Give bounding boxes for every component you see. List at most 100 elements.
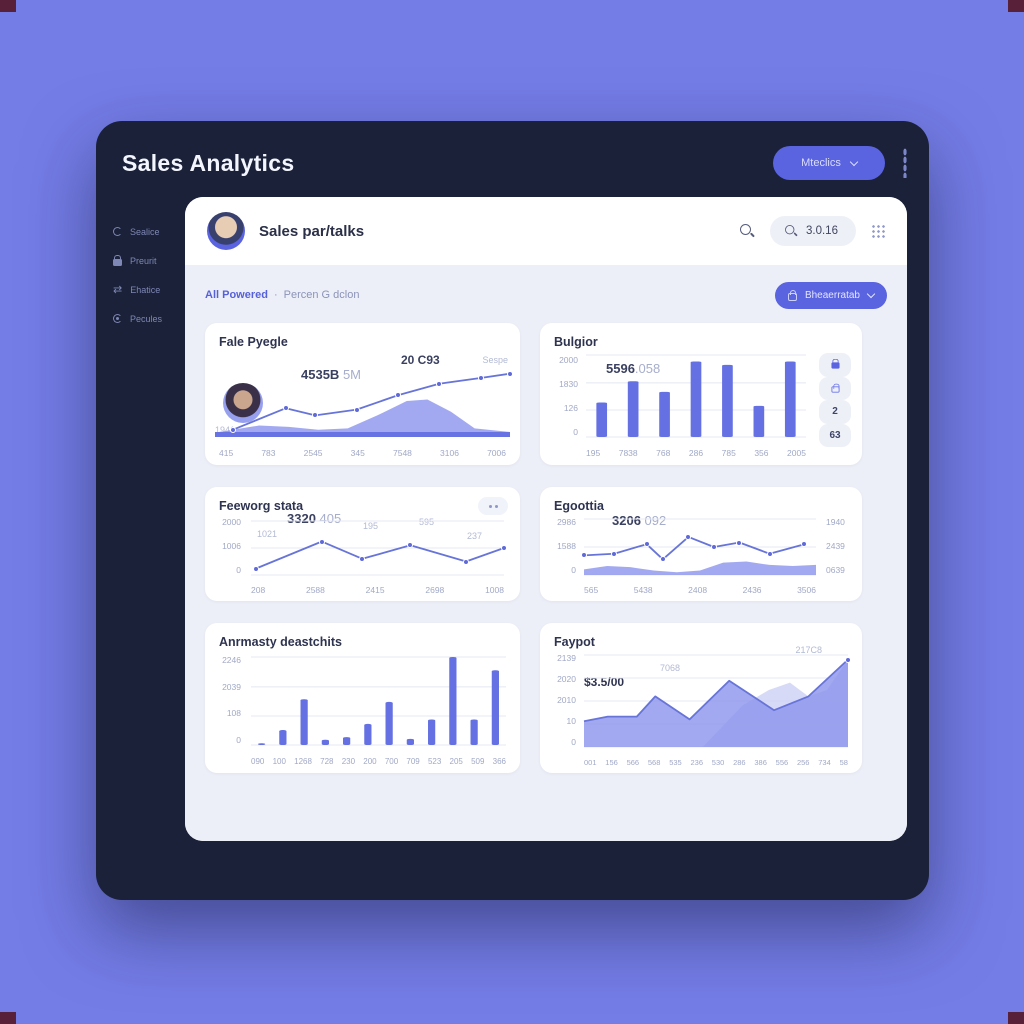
y-axis-labels-right: 1940 2439 0639 [826,517,845,575]
x-axis-labels: 565 5438 2408 2436 3506 [584,585,816,595]
point-label: 237 [466,531,482,541]
data-point-marker [229,426,236,433]
card-side-actions: 2 63 [818,353,852,447]
annotation-light: 7068 [660,663,681,673]
card-actions-pill[interactable] [478,497,508,515]
panel-header: Sales par/talks 3.0.16 [185,197,907,265]
bag-icon [787,289,797,301]
x-axis-labels: 001 156 566 568 535 236 530 286 386 556 256 734 58 [584,758,848,767]
x-axis-labels: 195 7838 768 286 785 356 2005 [586,448,806,458]
sidebar-item-sealice[interactable]: Sealice [113,217,185,246]
metrics-dropdown-label: Mteclics [801,157,841,169]
card-faypot[interactable]: Faypot 2139 2020 2010 10 0 $3.5/00 7068 217C… [540,623,862,773]
filter-dropdown-button[interactable]: Bheaerratab [774,281,887,309]
x-axis-labels: 090 100 1268 728 230 200 700 709 523 205 509 366 [251,757,506,766]
data-point-marker [801,541,808,548]
filter-primary-link[interactable]: All Powered [205,289,268,301]
data-point-marker [710,544,717,550]
dashboard-content: All Powered · Percen G dclon Bheaerratab… [185,265,907,841]
metric-value: 3206 092 [612,513,667,528]
data-point-marker [394,392,401,399]
line-chart [251,521,507,575]
sidebar-item-label: Pecules [130,313,163,324]
count-pill[interactable]: 2 [819,400,851,424]
window-header: Sales Analytics Mteclics [122,143,907,183]
metric-value: 5596.058 [606,361,661,376]
card-title: Faypot [554,635,595,649]
card-title: Anrmasty deastchits [219,635,342,649]
area-chart [584,655,851,747]
kebab-menu-icon[interactable] [903,148,907,178]
card-anrmasty-deastchits[interactable]: Anrmasty deastchits 2246 2039 108 0 090 100 1… [205,623,520,773]
search-icon [784,224,798,238]
data-point-marker [253,565,260,572]
app-window: Sales Analytics Mteclics Sealice Preurit… [96,121,929,900]
metrics-dropdown-button[interactable]: Mteclics [773,146,885,180]
data-point-marker [359,555,366,562]
data-point-marker [282,405,289,412]
corner-artifact [1008,1012,1024,1024]
point-label: 1021 [257,529,278,539]
card-title: Egoottia [554,499,604,513]
data-point-marker [477,374,484,381]
refresh-icon [113,227,122,236]
sidebar: Sealice Preurit ⇄ Ehatice Pecules [96,217,185,333]
swap-arrows-icon: ⇄ [113,283,123,296]
filter-separator: · [273,289,278,301]
data-point-marker [436,380,443,387]
sidebar-item-label: Sealice [130,226,160,237]
metric-value: 4535B 5M [301,367,361,382]
card-bulgior[interactable]: Bulgior 2000 1830 126 0 5596.058 195 7838 768… [540,323,862,465]
x-axis-labels: 415 783 2545 345 7548 3106 7006 [219,448,506,458]
metric-value: 3320 405 [287,511,342,526]
data-point-marker [736,539,743,546]
search-icon[interactable] [739,223,755,239]
filter-bar: All Powered · Percen G dclon Bheaerratab [205,281,887,309]
sidebar-item-pecules[interactable]: Pecules [113,304,185,333]
user-avatar[interactable] [207,212,245,250]
lock-outline-pill[interactable] [819,376,851,400]
cards-grid: Fale Pyegle 4535B 5M 20 C93 Sespe 1941 4… [205,323,887,773]
annotation-light: 217C8 [795,645,822,655]
data-point-marker [318,538,325,545]
filter-dropdown-label: Bheaerratab [804,289,860,301]
apps-grid-icon[interactable] [871,224,885,238]
data-point-marker [581,552,587,559]
line-area-chart [581,519,816,575]
card-egoottia[interactable]: Egoottia 2986 1588 0 1940 2439 0639 3206 092… [540,487,862,601]
main-panel: Sales par/talks 3.0.16 All Powered · Per… [185,197,907,841]
y-axis-labels: 2139 2020 2010 10 0 [557,653,576,747]
data-point-marker [463,558,470,565]
search-input[interactable]: 3.0.16 [770,216,856,246]
data-point-marker [845,656,851,663]
line-area-chart [215,365,513,437]
corner-artifact [1008,0,1024,12]
filter-secondary-link[interactable]: Percen G dclon [283,289,360,301]
y-axis-label: 1941 [215,425,236,435]
chevron-down-icon [866,289,876,298]
loader-icon [113,314,122,323]
sidebar-item-ehatice[interactable]: ⇄ Ehatice [113,275,185,304]
card-fale-pyegle[interactable]: Fale Pyegle 4535B 5M 20 C93 Sespe 1941 4… [205,323,520,465]
bar-chart [586,355,806,437]
bar-chart [251,657,506,745]
count-pill[interactable]: 63 [819,423,851,447]
corner-artifact [0,0,16,12]
y-axis-labels: 2000 1006 0 [222,517,241,575]
panel-title: Sales par/talks [259,222,365,240]
y-axis-labels: 2246 2039 108 0 [222,655,241,745]
card-title: Bulgior [554,335,598,349]
lock-outline-icon [830,383,840,393]
data-point-marker [766,550,773,557]
sidebar-item-label: Preurit [130,255,157,266]
card-feeworg-stata[interactable]: Feeworg stata 2000 1006 0 3320 405 1021 19… [205,487,520,601]
lock-filled-pill[interactable] [819,353,851,377]
sidebar-item-preurit[interactable]: Preurit [113,246,185,275]
data-point-marker [501,545,507,551]
point-label: 195 [363,521,379,531]
x-axis-labels: 208 2588 2415 2698 1008 [251,585,504,595]
person-avatar [223,383,263,423]
y-axis-labels: 2000 1830 126 0 [559,355,578,437]
chevron-down-icon [849,157,859,166]
corner-label: Sespe [482,355,508,365]
